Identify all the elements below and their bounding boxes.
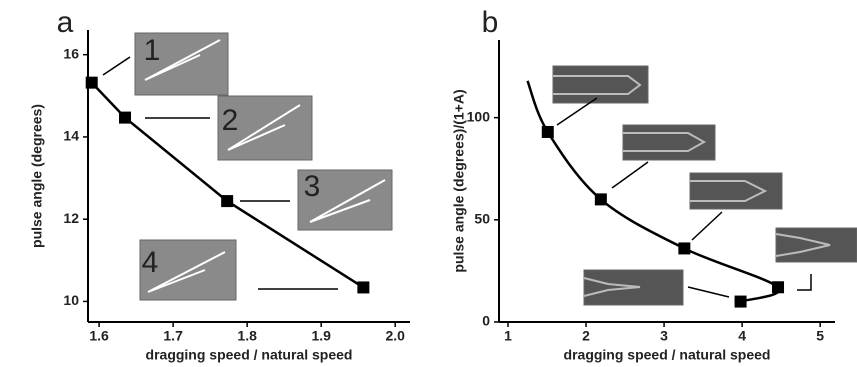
annotation: 3: [304, 170, 321, 203]
connector: [797, 274, 811, 290]
x-tick-label: 1.8: [237, 328, 257, 344]
annotation: 4: [142, 246, 159, 279]
y-tick-label: 100: [467, 108, 491, 124]
marker: [678, 242, 690, 254]
y-tick-label: 0: [482, 313, 490, 329]
inset-image: [553, 66, 648, 103]
connector: [688, 287, 729, 297]
marker: [221, 195, 233, 207]
x-tick-label: 2: [582, 328, 590, 344]
y-tick-label: 14: [63, 128, 79, 144]
marker: [86, 77, 98, 89]
y-axis-label: pulse angle (degrees)/(1+A): [451, 89, 467, 272]
y-tick-label: 10: [63, 292, 79, 308]
x-tick-label: 1: [504, 328, 512, 344]
marker: [735, 296, 747, 308]
marker: [542, 126, 554, 138]
x-tick-label: 1.7: [163, 328, 183, 344]
panel-label: b: [482, 6, 499, 39]
panel-label: a: [57, 6, 74, 39]
connector: [103, 57, 130, 75]
x-tick-label: 4: [738, 328, 746, 344]
y-tick-label: 16: [63, 45, 79, 61]
x-axis-label: dragging speed / natural speed: [146, 347, 353, 363]
figure: a101214161.61.71.81.92.0dragging speed /…: [0, 0, 857, 367]
connector: [692, 212, 722, 240]
marker: [357, 281, 369, 293]
insets: [103, 33, 857, 305]
inset-image: [776, 228, 857, 262]
x-tick-label: 5: [816, 328, 824, 344]
connector: [612, 162, 648, 188]
y-tick-label: 50: [474, 211, 490, 227]
x-tick-label: 1.9: [311, 328, 331, 344]
x-axis-label: dragging speed / natural speed: [564, 347, 771, 363]
inset-image: [690, 173, 782, 209]
y-tick-label: 12: [63, 210, 79, 226]
x-tick-label: 2.0: [385, 328, 405, 344]
marker: [119, 112, 131, 124]
annotation: 2: [222, 104, 239, 137]
x-tick-label: 3: [660, 328, 668, 344]
annotation: 1: [144, 34, 161, 67]
marker: [595, 193, 607, 205]
x-tick-label: 1.6: [89, 328, 109, 344]
marker: [772, 281, 784, 293]
y-axis-label: pulse angle (degrees): [29, 104, 45, 248]
